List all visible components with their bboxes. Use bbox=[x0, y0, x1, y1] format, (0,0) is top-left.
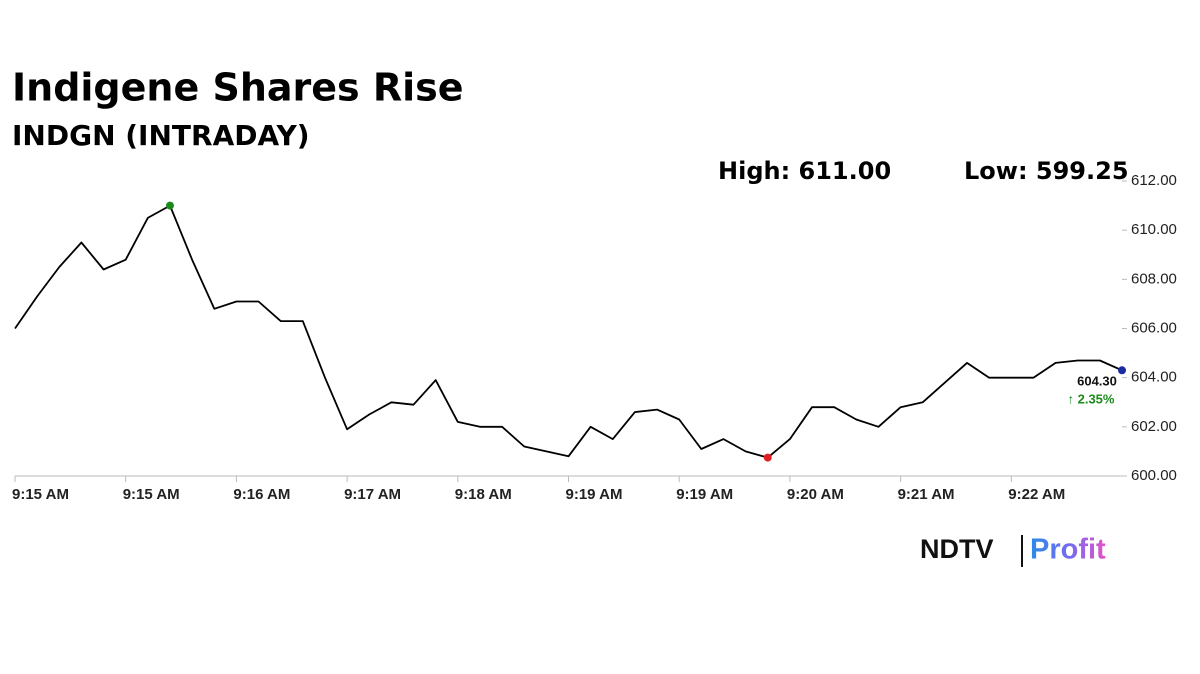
chart-title: Indigene Shares Rise bbox=[12, 66, 464, 110]
low-label: Low: 599.25 bbox=[964, 157, 1129, 185]
chart-subtitle: INDGN (INTRADAY) bbox=[12, 119, 310, 152]
last-price-label: 604.30 bbox=[1077, 373, 1117, 388]
y-tick-label: 610.00 bbox=[1131, 221, 1177, 238]
logo-sub: Profit bbox=[1030, 534, 1106, 566]
price-marker bbox=[165, 201, 174, 210]
x-tick-label: 9:15 AM bbox=[123, 486, 180, 503]
x-tick-label: 9:18 AM bbox=[455, 486, 512, 503]
y-tick-label: 608.00 bbox=[1131, 270, 1177, 287]
x-tick-label: 9:17 AM bbox=[344, 486, 401, 503]
y-tick-label: 612.00 bbox=[1131, 172, 1177, 189]
y-tick-label: 602.00 bbox=[1131, 418, 1177, 435]
x-tick-label: 9:19 AM bbox=[676, 486, 733, 503]
x-tick-label: 9:16 AM bbox=[233, 486, 290, 503]
price-line bbox=[14, 204, 1123, 459]
x-tick-label: 9:22 AM bbox=[1008, 486, 1065, 503]
y-tick-label: 606.00 bbox=[1131, 319, 1177, 336]
x-tick-label: 9:15 AM bbox=[12, 486, 69, 503]
x-tick-label: 9:20 AM bbox=[787, 486, 844, 503]
price-marker bbox=[1118, 366, 1126, 375]
y-tick-label: 604.00 bbox=[1131, 369, 1177, 386]
price-marker bbox=[763, 453, 772, 462]
x-tick-label: 9:19 AM bbox=[566, 486, 623, 503]
logo-brand: NDTV bbox=[920, 534, 994, 564]
y-tick-label: 600.00 bbox=[1131, 467, 1177, 484]
change-label: ↑ 2.35% bbox=[1068, 391, 1115, 406]
high-label: High: 611.00 bbox=[718, 157, 891, 185]
x-tick-label: 9:21 AM bbox=[898, 486, 955, 503]
